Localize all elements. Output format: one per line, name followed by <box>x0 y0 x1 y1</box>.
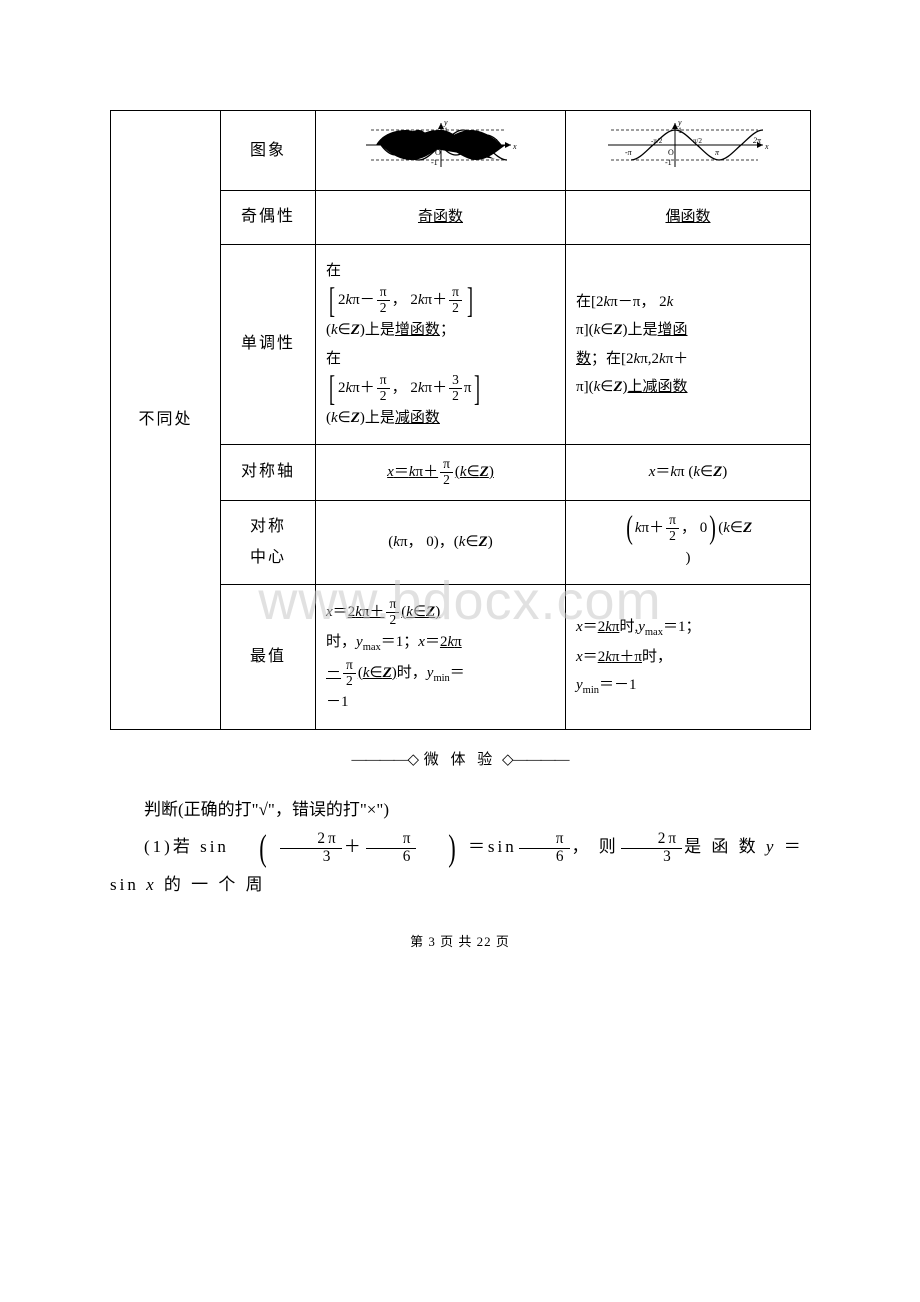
cos-graph-cell: -π O -π/2 π/2 π 2π 1 -1 y x <box>566 111 811 191</box>
question-1: (1)若 sin(2π3＋π6)＝sinπ6， 则2π3是 函 数 y ＝ si… <box>110 828 810 903</box>
cos-graph-icon: -π O -π/2 π/2 π 2π 1 -1 y x <box>603 117 773 173</box>
axis-sin: x＝kπ＋π2(k∈Z) <box>316 445 566 501</box>
row-label-mono: 单调性 <box>221 244 316 444</box>
svg-text:π: π <box>715 148 720 157</box>
page-content: 不同处 图象 <box>0 0 920 990</box>
svg-text:-1: -1 <box>431 158 438 167</box>
row-label-graph: 图象 <box>221 111 316 191</box>
svg-text:y: y <box>677 118 682 127</box>
svg-text:-π: -π <box>625 148 633 157</box>
center-cos: (kπ＋π2， 0)(k∈Z) <box>566 500 811 584</box>
left-header-cell: 不同处 <box>111 111 221 730</box>
page-footer: 第 3 页 共 22 页 <box>110 931 810 950</box>
row-label-parity: 奇偶性 <box>221 191 316 245</box>
svg-text:x: x <box>512 142 517 151</box>
svg-text:-1: -1 <box>665 158 672 167</box>
sin-graph-icon: -π O π 2π 1 -1 y x <box>361 117 521 173</box>
row-label-center: 对称中心 <box>221 500 316 584</box>
svg-text:2π: 2π <box>753 136 762 145</box>
svg-text:y: y <box>443 118 448 127</box>
svg-text:1: 1 <box>678 126 682 135</box>
parity-sin: 奇函数 <box>316 191 566 245</box>
sin-graph-cell: -π O π 2π 1 -1 y x <box>316 111 566 191</box>
parity-cos: 偶函数 <box>566 191 811 245</box>
judge-instruction: 判断(正确的打"√"，错误的打"×") <box>110 791 810 828</box>
section-divider: ————◇ 微 体 验 ◇———— <box>110 748 810 769</box>
svg-text:-π: -π <box>395 148 403 157</box>
svg-text:π/2: π/2 <box>693 137 702 145</box>
axis-cos: x＝kπ (k∈Z) <box>566 445 811 501</box>
svg-text:1: 1 <box>444 126 448 135</box>
extreme-sin: x＝2kπ＋π2(k∈Z) 时，ymax＝1；x＝2kπ －π2(k∈Z)时，y… <box>316 585 566 730</box>
properties-table: 不同处 图象 <box>110 110 811 730</box>
svg-text:-π/2: -π/2 <box>651 137 663 145</box>
svg-text:2π: 2π <box>489 136 498 145</box>
row-label-axis: 对称轴 <box>221 445 316 501</box>
mono-sin: 在 [2kπ－π2， 2kπ＋π2] (k∈Z)上是增函数； 在 [2kπ＋π2… <box>316 244 566 444</box>
extreme-cos: x＝2kπ时,ymax＝1； x＝2kπ＋π时， ymin＝－1 <box>566 585 811 730</box>
svg-text:x: x <box>764 142 769 151</box>
svg-text:O: O <box>668 148 674 157</box>
mono-cos: 在[2kπ－π， 2k π](k∈Z)上是增函 数；在[2kπ,2kπ＋ π](… <box>566 244 811 444</box>
row-label-extreme: 最值 <box>221 585 316 730</box>
center-sin: (kπ， 0)，(k∈Z) <box>316 500 566 584</box>
